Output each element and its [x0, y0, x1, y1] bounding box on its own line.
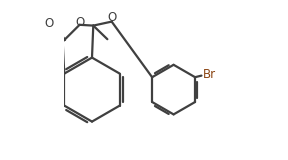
Text: O: O [44, 17, 54, 30]
Text: O: O [76, 16, 85, 29]
Text: O: O [107, 11, 117, 24]
Text: Br: Br [202, 68, 215, 81]
